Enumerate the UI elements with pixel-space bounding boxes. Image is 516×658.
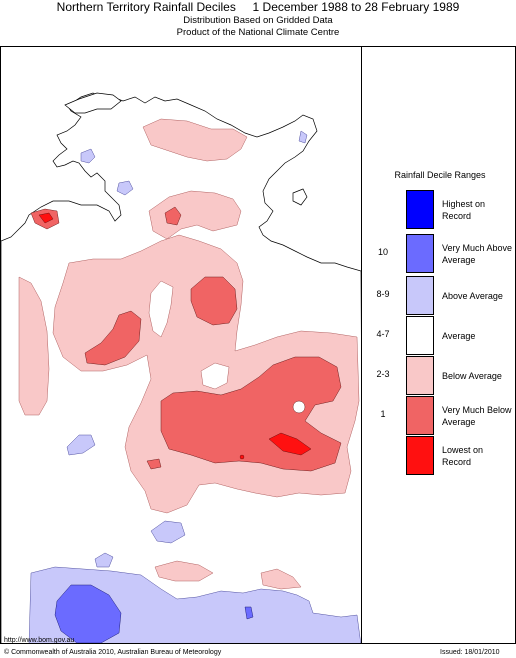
legend-label: Below Average: [442, 370, 502, 381]
legend-item-below: 2-3 Below Average: [368, 356, 514, 396]
tiwi-islands: [64, 92, 122, 114]
legend-range: 4-7: [376, 329, 390, 339]
very-much-above-regions: [54, 584, 254, 643]
legend-range: 8-9: [376, 289, 390, 299]
legend-item-very-much-below: 1 Very Much Below Average: [368, 396, 514, 436]
legend-item-very-much-above: 10 Very Much Above Average: [368, 234, 514, 274]
legend-range: 1: [380, 409, 386, 419]
legend-item-average: 4-7 Average: [368, 316, 514, 356]
legend-label: Lowest on Record: [442, 444, 484, 467]
map-panel: [0, 46, 362, 644]
groote-eylandt: [292, 188, 308, 206]
bom-url-link[interactable]: http://www.bom.gov.au: [4, 637, 75, 644]
legend-swatch: [406, 190, 434, 229]
legend-item-above: 8-9 Above Average: [368, 276, 514, 316]
legend-title: Rainfall Decile Ranges: [394, 170, 486, 180]
issued-date: Issued: 18/01/2010: [440, 649, 500, 656]
map-product-line: Product of the National Climate Centre: [176, 27, 340, 38]
legend-swatch: [406, 234, 434, 273]
legend-label: Highest on Record: [442, 198, 486, 221]
legend-label: Very Much Below Average: [442, 404, 512, 427]
legend-range: 10: [377, 247, 388, 257]
legend-label: Above Average: [442, 290, 503, 301]
copyright-text: © Commonwealth of Australia 2010, Austra…: [4, 649, 222, 656]
northern-territory-map: [1, 92, 361, 643]
lowest-on-record-regions: [38, 212, 312, 460]
legend-range: 2-3: [376, 369, 390, 379]
legend-swatch: [406, 436, 434, 475]
map-subtitle: Distribution Based on Gridded Data: [183, 15, 333, 26]
legend-swatch: [406, 276, 434, 315]
legend-label: Average: [442, 330, 476, 341]
legend-swatch: [406, 396, 434, 435]
legend-item-highest: Highest on Record: [368, 190, 514, 230]
legend-swatch: [406, 356, 434, 395]
legend-label: Very Much Above Average: [442, 242, 513, 265]
legend-item-lowest: Lowest on Record: [368, 436, 514, 476]
legend-swatch: [406, 316, 434, 355]
map-title: Northern Territory Rainfall Deciles 1 De…: [56, 0, 460, 14]
